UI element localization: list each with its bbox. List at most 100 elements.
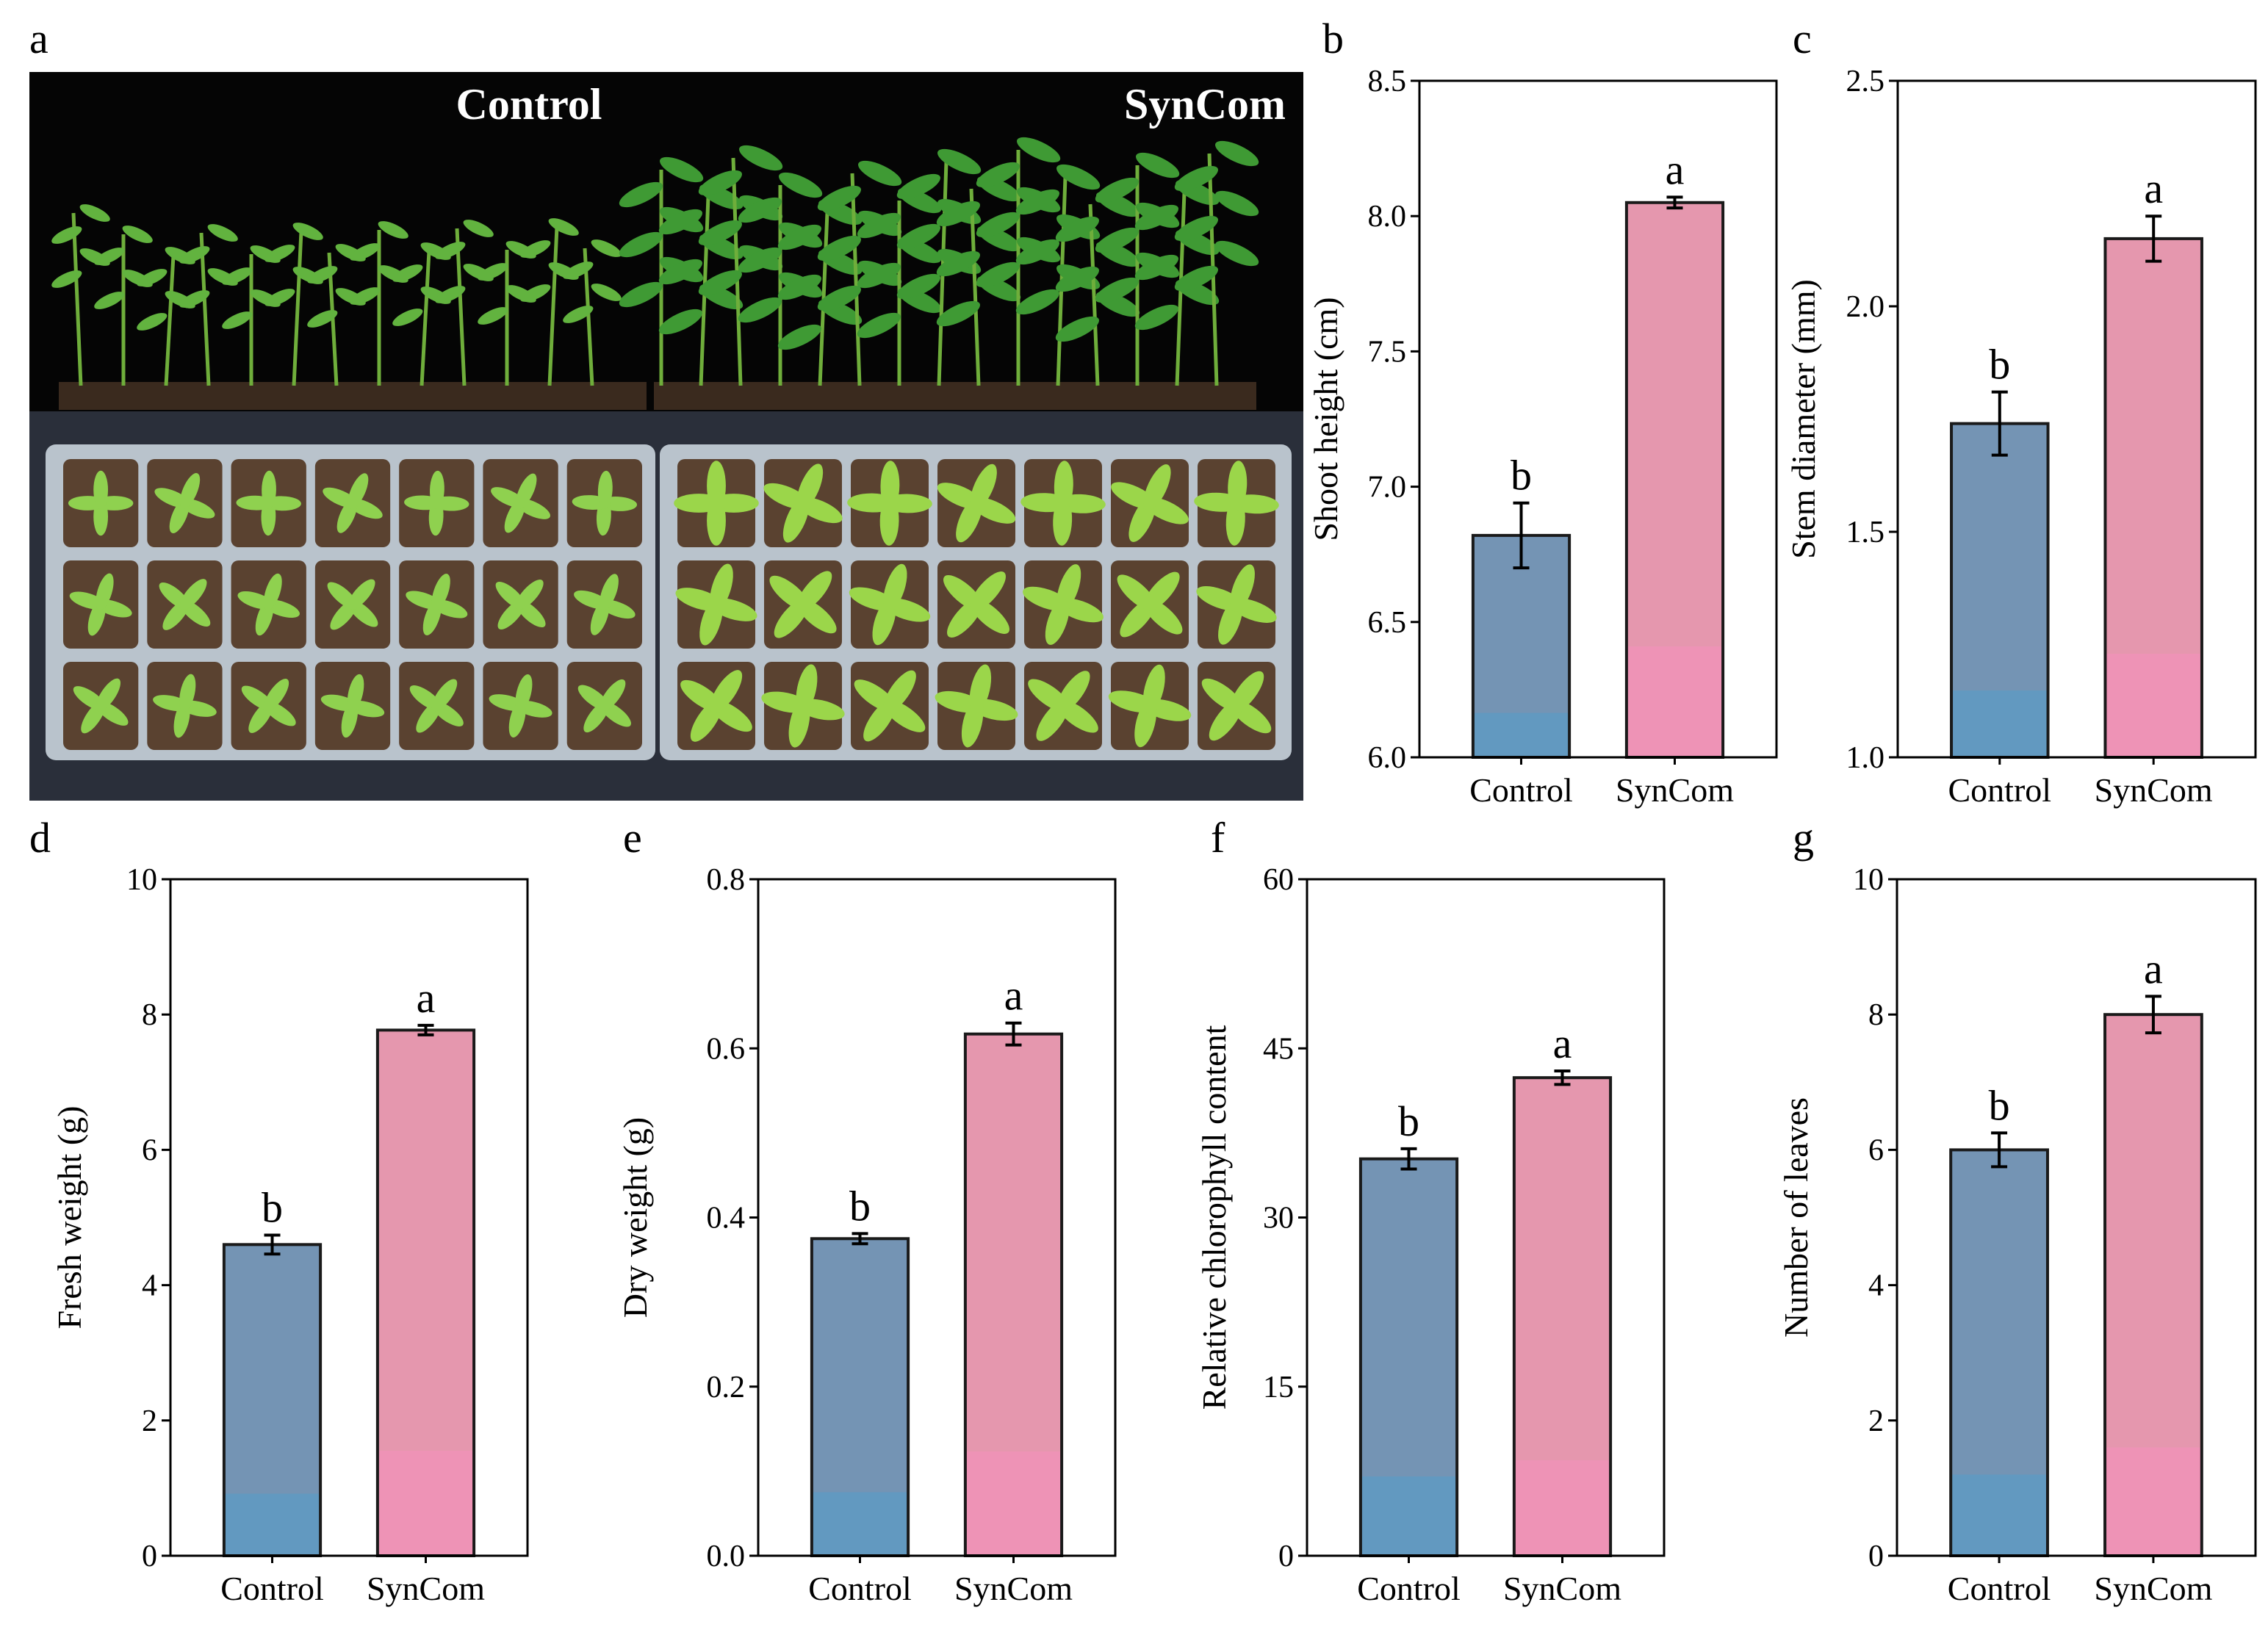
plant-leaf (520, 284, 551, 302)
significance-label: b (1398, 1097, 1419, 1145)
plant-stem (455, 228, 467, 386)
y-tick-label: 2.0 (1846, 290, 1885, 324)
y-tick-label: 0 (142, 1540, 157, 1573)
plant-leaf (619, 181, 663, 208)
y-tick-label: 0.4 (707, 1202, 746, 1235)
category-label: Control (1469, 771, 1573, 809)
plant-leaf (563, 306, 594, 323)
seedling-leaf (347, 674, 364, 712)
plant-leaf (591, 284, 622, 301)
significance-label: b (1989, 341, 2010, 389)
photo-label-control: Control (456, 80, 602, 129)
plot-frame (1896, 79, 2257, 759)
plant-leaf (1055, 316, 1099, 342)
seedling-leaf (880, 461, 900, 511)
bar-charts: b b Control a SynCom 6.0 6.5 7.0 7.5 8.0 8.5 Shoot … (29, 15, 2257, 1607)
plant-leaf (392, 309, 423, 326)
plant-leaf (1095, 227, 1139, 253)
plant-leaf (122, 226, 153, 243)
seedling-leaf (969, 664, 992, 714)
plant-leaf (207, 224, 238, 242)
plant-leaf (619, 281, 663, 308)
plant-leaf (777, 224, 821, 250)
plant-leaf (307, 310, 338, 328)
plant-leaf (858, 160, 902, 187)
panel-letter-e: e (623, 814, 642, 862)
plant-leaf (1215, 240, 1259, 267)
seedling-leaf (263, 573, 282, 610)
plant-leaf (463, 220, 494, 237)
category-label: SynCom (954, 1570, 1073, 1607)
seedling-leaf (796, 664, 818, 714)
plant-stem (71, 212, 83, 386)
plant-leaf (817, 285, 861, 311)
seedling-leaf (179, 674, 196, 712)
significance-label: a (1666, 145, 1685, 193)
seedling-leaf (348, 579, 375, 610)
plant-leaf (1215, 140, 1259, 167)
plant-leaf (591, 239, 622, 257)
error-bar (2145, 995, 2161, 1035)
plant-leaf (857, 262, 901, 289)
plant-leaf (817, 235, 861, 261)
seedling-leaf (96, 573, 114, 610)
bar-control (810, 1237, 910, 1557)
plant-leaf (976, 162, 1020, 188)
plant-leaf (179, 246, 210, 264)
plant-leaf (1055, 216, 1099, 242)
plant-stem (420, 250, 431, 386)
plant-leaf (1134, 304, 1178, 331)
plant-leaf (1174, 265, 1218, 292)
plant-leaf (857, 212, 901, 239)
seedlings (51, 137, 1279, 748)
error-bar (1554, 1069, 1571, 1086)
error-bar (2145, 214, 2162, 263)
seedling-leaf (264, 679, 289, 712)
seedling-leaf (515, 580, 544, 610)
y-tick-label: 4 (142, 1269, 157, 1303)
significance-label: b (262, 1183, 283, 1231)
y-axis-label: Fresh weight (g) (51, 1105, 88, 1329)
plant-leaf (478, 263, 508, 281)
plant-leaf (658, 259, 702, 285)
plant-leaf (738, 297, 782, 323)
error-bar (1666, 195, 1683, 210)
plant-leaf (1174, 165, 1218, 192)
plant-leaf (520, 240, 551, 258)
seedling-leaf (883, 563, 907, 612)
plant-leaf (292, 223, 323, 240)
plant-leaf (94, 292, 125, 309)
y-tick-label: 0 (1278, 1540, 1294, 1573)
plant-leaf (1015, 239, 1059, 265)
plant-leaf (896, 273, 940, 300)
seedling-leaf (707, 461, 726, 511)
chart-d: d b Control a SynCom 0 2 4 6 8 10 Fresh weight (g) (29, 814, 529, 1607)
plant-leaf (435, 242, 466, 259)
significance-label: a (2144, 165, 2163, 212)
plant-stem (547, 226, 559, 386)
plant-leaf (738, 197, 782, 223)
plant-leaf (976, 261, 1020, 288)
plant-stem (969, 188, 981, 386)
panel-letter-c: c (1793, 15, 1812, 62)
plant-leaf (739, 145, 783, 171)
plant-leaf (1015, 189, 1059, 215)
plot-frame (1896, 878, 2257, 1557)
seedling-leaf (1054, 461, 1073, 511)
bar-control (1950, 422, 2050, 759)
plant-leaf (392, 264, 423, 282)
bar-control (1358, 1157, 1459, 1558)
y-axis-label: Number of leaves (1777, 1097, 1815, 1338)
y-tick-label: 6 (142, 1133, 157, 1167)
y-tick-label: 0.0 (707, 1540, 746, 1573)
plant-leaf (264, 245, 295, 262)
plant-leaf (137, 269, 168, 286)
y-tick-label: 1.0 (1846, 741, 1885, 775)
significance-label: a (417, 974, 436, 1022)
plant-leaf (350, 243, 381, 261)
plant-leaf (350, 287, 381, 305)
plant-leaf (698, 220, 742, 246)
seedling-leaf (1143, 571, 1180, 612)
category-label: Control (1948, 1570, 2051, 1607)
y-tick-label: 0.8 (707, 863, 746, 897)
